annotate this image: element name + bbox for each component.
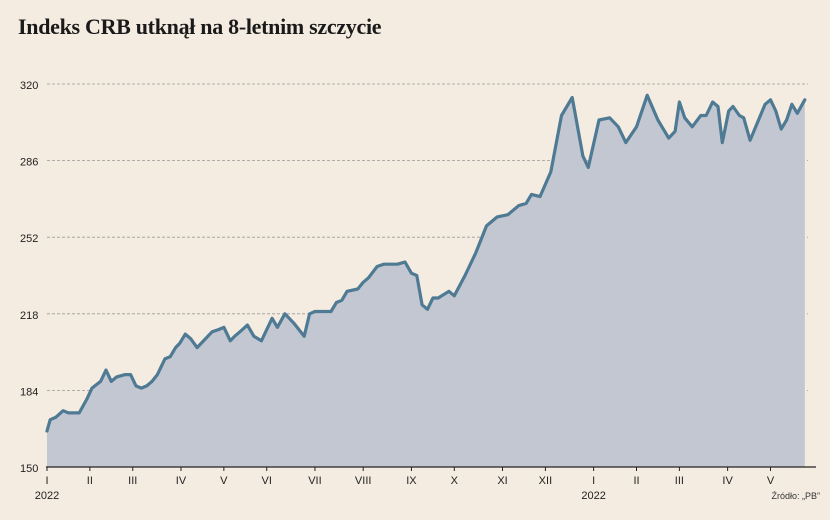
- x-tick-label: I: [45, 475, 48, 487]
- x-tick-label: IV: [722, 475, 733, 487]
- y-tick-label: 286: [20, 157, 38, 169]
- x-year-label: 2022: [581, 490, 605, 502]
- x-tick-label: III: [128, 475, 137, 487]
- x-tick-label: II: [87, 475, 93, 487]
- x-tick-label: XI: [497, 475, 507, 487]
- series-area-fill: [47, 95, 805, 468]
- y-tick-label: 218: [20, 310, 38, 322]
- x-tick-label: V: [220, 475, 228, 487]
- x-tick-label: XII: [539, 475, 552, 487]
- y-tick-label: 252: [20, 233, 38, 245]
- x-year-label: 2022: [35, 490, 59, 502]
- x-tick-label: III: [675, 475, 684, 487]
- source-note: Źródło: „PB”: [771, 491, 820, 501]
- x-tick-label: I: [592, 475, 595, 487]
- chart-title: Indeks CRB utknął na 8-letnim szczycie: [18, 14, 382, 39]
- x-tick-label: X: [451, 475, 459, 487]
- x-tick-label: VI: [262, 475, 272, 487]
- x-tick-label: VIII: [355, 475, 372, 487]
- x-tick-label: II: [633, 475, 639, 487]
- x-tick-label: IV: [176, 475, 187, 487]
- y-tick-label: 320: [20, 80, 38, 92]
- x-tick-label: V: [767, 475, 775, 487]
- x-tick-label: VII: [308, 475, 321, 487]
- x-tick-label: IX: [406, 475, 417, 487]
- y-tick-label: 150: [20, 463, 38, 475]
- series-line: [45, 93, 807, 433]
- y-tick-labels: 150 184 218 252 286 320: [20, 80, 38, 475]
- y-tick-label: 184: [20, 386, 38, 398]
